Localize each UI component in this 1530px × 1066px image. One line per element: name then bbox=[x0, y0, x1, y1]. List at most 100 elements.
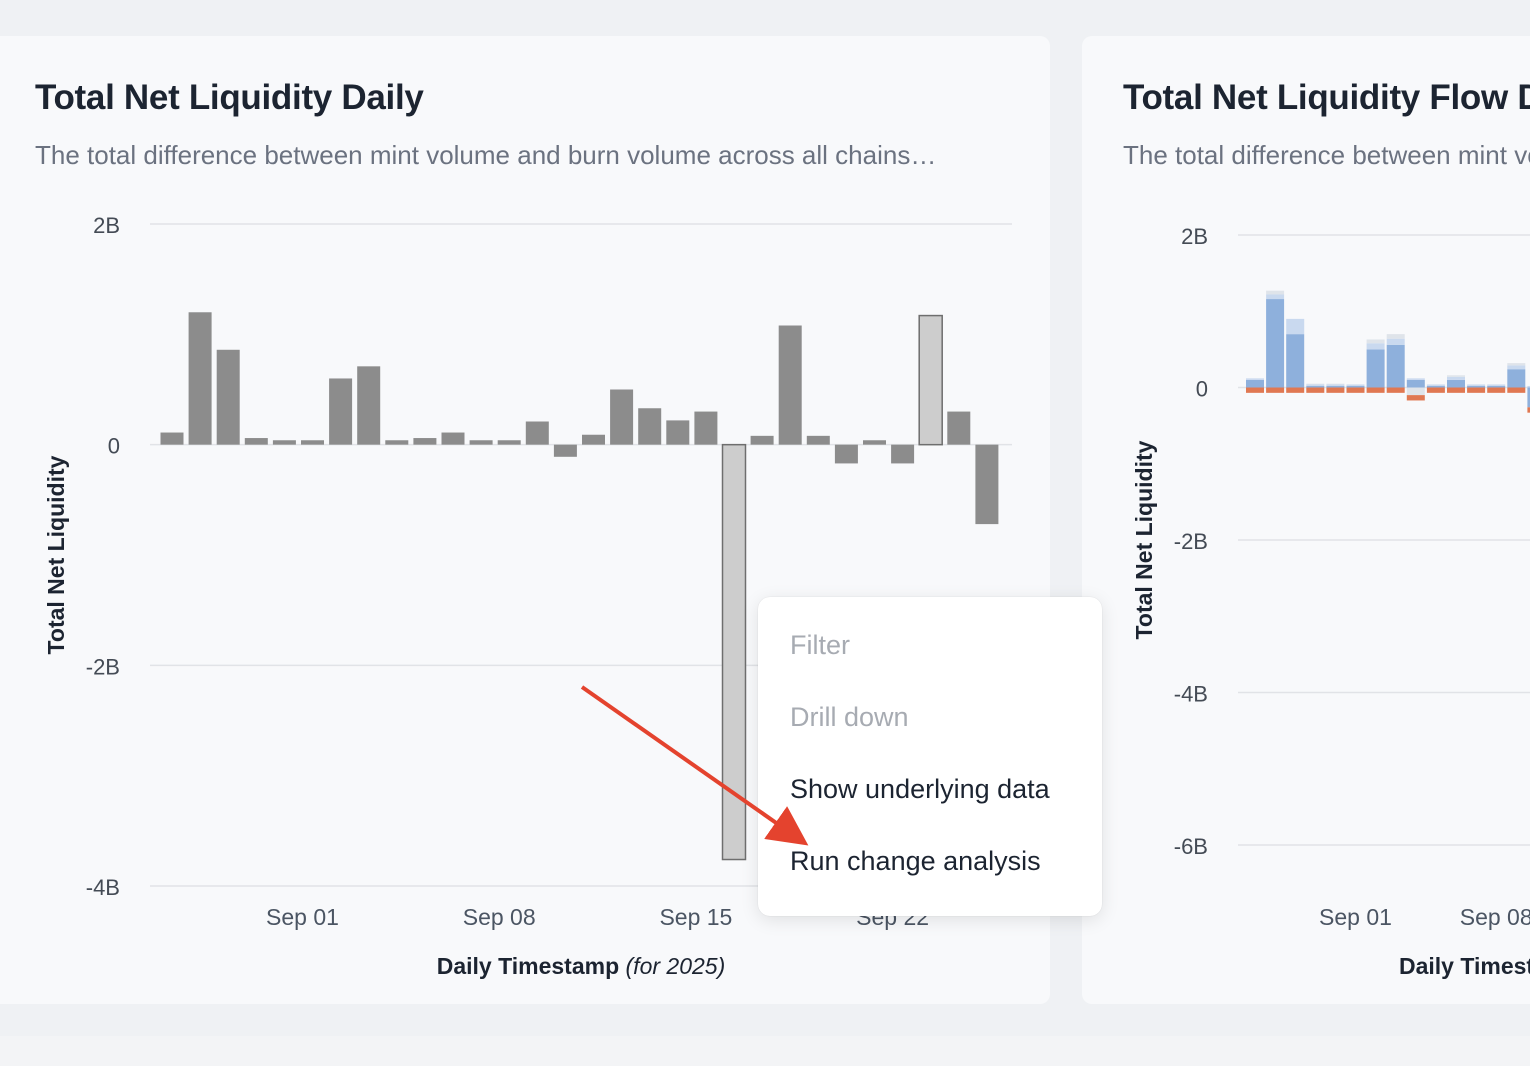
bar-segment[interactable] bbox=[1487, 384, 1506, 386]
bar-segment[interactable] bbox=[1467, 385, 1486, 388]
bar-segment[interactable] bbox=[1306, 383, 1325, 385]
bar-segment[interactable] bbox=[1386, 387, 1405, 393]
bar-segment[interactable] bbox=[1386, 334, 1405, 339]
bar[interactable] bbox=[721, 443, 747, 861]
bar-segment[interactable] bbox=[1246, 379, 1264, 388]
bar-segment[interactable] bbox=[1326, 383, 1345, 385]
bar[interactable] bbox=[441, 432, 465, 445]
bar[interactable] bbox=[975, 444, 999, 525]
bar-segment[interactable] bbox=[1306, 387, 1325, 393]
bar[interactable] bbox=[750, 435, 774, 445]
bar-segment[interactable] bbox=[1366, 343, 1385, 350]
bar[interactable] bbox=[863, 440, 886, 445]
bar-segment[interactable] bbox=[1507, 369, 1526, 388]
bar-segment[interactable] bbox=[1266, 290, 1285, 295]
bar-segment[interactable] bbox=[1286, 334, 1305, 388]
bar[interactable] bbox=[891, 444, 915, 464]
bar-segment[interactable] bbox=[1286, 387, 1305, 393]
bar-segment[interactable] bbox=[1447, 375, 1465, 377]
bar[interactable] bbox=[244, 438, 268, 445]
bar-segment[interactable] bbox=[1326, 385, 1345, 388]
y-tick-label: -4B bbox=[86, 875, 120, 900]
menu-item-show-underlying-data[interactable]: Show underlying data bbox=[790, 774, 1050, 804]
bar-segment[interactable] bbox=[1246, 378, 1264, 380]
bar[interactable] bbox=[806, 435, 830, 445]
bar[interactable] bbox=[525, 421, 549, 445]
bar-segment[interactable] bbox=[1527, 407, 1530, 413]
bar[interactable] bbox=[666, 420, 690, 445]
bar-segment[interactable] bbox=[1447, 376, 1465, 380]
bar[interactable] bbox=[947, 411, 971, 445]
y-axis-label: Total Net Liquidity bbox=[1131, 440, 1157, 639]
bar-segment[interactable] bbox=[1426, 387, 1445, 393]
bar[interactable] bbox=[160, 432, 184, 445]
chart-card-net-liquidity-daily: Total Net Liquidity Daily The total diff… bbox=[0, 36, 1050, 1004]
card-title[interactable]: Total Net Liquidity Daily bbox=[35, 78, 424, 117]
bar[interactable] bbox=[272, 440, 296, 445]
bar-segment[interactable] bbox=[1487, 387, 1506, 393]
bar-segment[interactable] bbox=[1507, 365, 1526, 370]
bar-segment[interactable] bbox=[1246, 387, 1264, 393]
bar-segment[interactable] bbox=[1266, 299, 1285, 388]
bar-segment[interactable] bbox=[1426, 385, 1445, 388]
menu-item-drill-down[interactable]: Drill down bbox=[790, 702, 909, 732]
bar-segment[interactable] bbox=[1467, 384, 1486, 386]
bar-segment[interactable] bbox=[1346, 387, 1365, 393]
bar[interactable] bbox=[497, 440, 521, 445]
bar-segment[interactable] bbox=[1286, 318, 1305, 335]
bar-segment[interactable] bbox=[1326, 384, 1345, 386]
bar-segment[interactable] bbox=[1346, 384, 1365, 386]
bar[interactable] bbox=[834, 444, 858, 464]
bar-segment[interactable] bbox=[1406, 379, 1425, 388]
bar[interactable] bbox=[918, 314, 943, 446]
bar[interactable] bbox=[638, 408, 662, 445]
card-title[interactable]: Total Net Liquidity Flow Daily bbox=[1123, 78, 1530, 117]
bar-segment[interactable] bbox=[1366, 387, 1385, 393]
bar-segment[interactable] bbox=[1306, 385, 1325, 388]
bar-segment[interactable] bbox=[1527, 385, 1530, 388]
bar[interactable] bbox=[188, 312, 212, 445]
bar[interactable] bbox=[329, 378, 353, 445]
bar[interactable] bbox=[357, 366, 381, 445]
menu-item-filter[interactable]: Filter bbox=[790, 630, 850, 660]
card-description: The total difference between mint volume… bbox=[1123, 140, 1530, 170]
bar-segment[interactable] bbox=[1406, 395, 1425, 401]
bar-segment[interactable] bbox=[1507, 363, 1526, 366]
x-tick-label: Sep 15 bbox=[659, 904, 732, 930]
bar[interactable] bbox=[553, 444, 577, 457]
bar-segment[interactable] bbox=[1467, 387, 1486, 393]
bar-segment[interactable] bbox=[1366, 349, 1385, 388]
bar[interactable] bbox=[610, 389, 634, 445]
bar-segment[interactable] bbox=[1447, 387, 1465, 393]
bar-segment[interactable] bbox=[1306, 384, 1325, 386]
bar-segment[interactable] bbox=[1487, 385, 1506, 388]
bar-segment[interactable] bbox=[1386, 338, 1405, 345]
bar-segment[interactable] bbox=[1406, 387, 1425, 396]
bar-segment[interactable] bbox=[1426, 384, 1445, 386]
bar-segment[interactable] bbox=[1366, 339, 1385, 344]
y-tick-label: 2B bbox=[93, 213, 120, 238]
bar-segment[interactable] bbox=[1346, 385, 1365, 388]
bar-segment[interactable] bbox=[1266, 387, 1285, 393]
bar[interactable] bbox=[413, 438, 437, 445]
y-tick-label: -2B bbox=[86, 654, 120, 679]
bar-segment[interactable] bbox=[1326, 387, 1345, 393]
bar-segment[interactable] bbox=[1406, 378, 1425, 380]
bar[interactable] bbox=[385, 440, 409, 445]
bar[interactable] bbox=[301, 440, 324, 445]
menu-item-run-change-analysis[interactable]: Run change analysis bbox=[790, 846, 1041, 876]
bar[interactable] bbox=[582, 434, 605, 445]
bar[interactable] bbox=[778, 325, 802, 445]
x-axis-label: Daily Timestamp bbox=[1399, 953, 1530, 979]
bar[interactable] bbox=[469, 440, 493, 445]
bar-segment[interactable] bbox=[1507, 387, 1526, 393]
bar-segment[interactable] bbox=[1527, 387, 1530, 408]
bar-segment[interactable] bbox=[1266, 294, 1285, 300]
bar-segment[interactable] bbox=[1386, 344, 1405, 388]
bar[interactable] bbox=[216, 349, 240, 445]
bar-segment[interactable] bbox=[1447, 379, 1465, 388]
bar[interactable] bbox=[694, 411, 718, 445]
